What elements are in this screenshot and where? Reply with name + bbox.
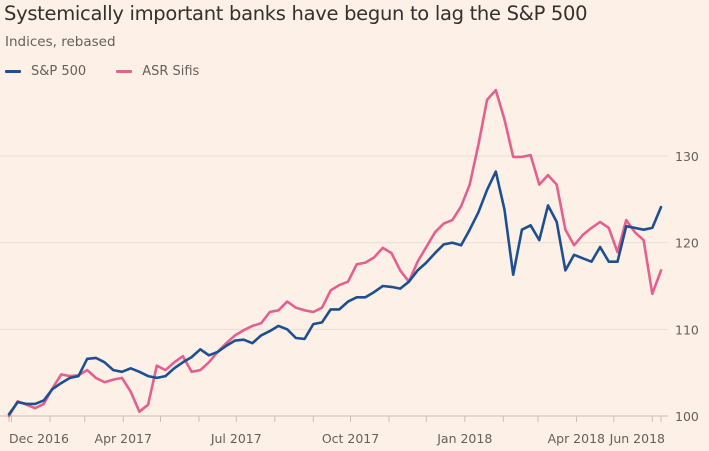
x-tick-label: Jan 2018 — [436, 431, 492, 446]
x-tick-label: Apr 2017 — [95, 431, 152, 446]
y-tick-label: 120 — [675, 236, 699, 251]
legend-label-sp500: S&P 500 — [31, 64, 87, 79]
series-lines — [7, 88, 663, 418]
x-tick-label: Jun 2018 — [609, 431, 665, 446]
x-tick-label: Dec 2016 — [9, 431, 69, 446]
legend-swatch-sp500 — [5, 70, 21, 73]
x-tick-label: Apr 2018 — [548, 431, 605, 446]
y-axis: 100 110 120 130 — [675, 149, 699, 424]
gridlines — [0, 155, 668, 417]
legend-label-asr-sifis: ASR Sifis — [142, 64, 200, 79]
y-tick-label: 110 — [675, 322, 699, 337]
legend-item-asr-sifis: ASR Sifis — [116, 64, 199, 79]
y-tick-label: 100 — [675, 409, 699, 424]
legend: S&P 500 ASR Sifis — [5, 64, 229, 79]
series-line-sp500 — [7, 170, 663, 416]
series-line-asr-sifis — [7, 88, 663, 418]
y-tick-label: 130 — [675, 149, 699, 164]
legend-swatch-asr-sifis — [116, 70, 133, 73]
chart-subtitle: Indices, rebased — [5, 34, 116, 50]
legend-item-sp500: S&P 500 — [5, 64, 86, 79]
chart-title: Systemically important banks have begun … — [4, 2, 588, 25]
x-tick-label: Jul 2017 — [210, 431, 262, 446]
x-axis: Dec 2016 Apr 2017 Jul 2017 Oct 2017 Jan 2018… — [8, 416, 665, 446]
x-tick-label: Oct 2017 — [322, 431, 379, 446]
